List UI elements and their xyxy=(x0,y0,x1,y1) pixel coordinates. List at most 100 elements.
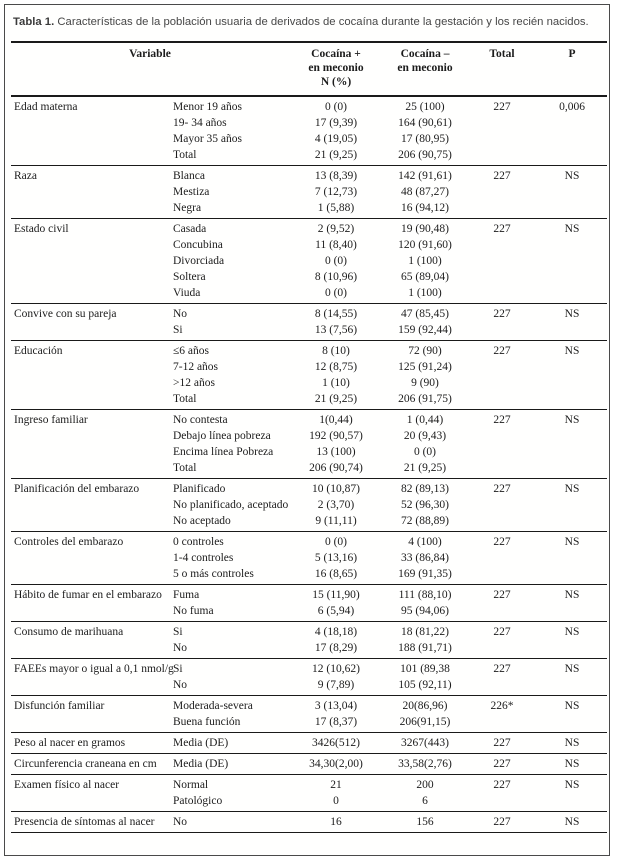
cell-pos: 3 (13,04) xyxy=(314,699,358,712)
cell-pos: 0 (0) xyxy=(324,286,348,299)
cell-category: 19- 34 años xyxy=(173,116,227,129)
cell-variable: Disfunción familiar xyxy=(14,699,105,712)
table-row: Concubina 11 (8,40) 120 (91,60) xyxy=(11,237,607,253)
table-header: Variable Cocaína + en meconio N (%) Cocaína … xyxy=(11,41,607,96)
cell-neg: 164 (90,61) xyxy=(398,116,452,129)
cell-variable: Estado civil xyxy=(14,222,69,235)
cell-neg: 3267(443) xyxy=(401,736,449,749)
cell-neg: 125 (91,24) xyxy=(398,360,452,373)
cell-pos: 17 (8,29) xyxy=(314,641,358,654)
table-row: 19- 34 años 17 (9,39) 164 (90,61) xyxy=(11,115,607,131)
cell-p xyxy=(537,714,607,733)
cell-neg: 16 (94,12) xyxy=(401,201,449,214)
cell-p xyxy=(537,131,607,147)
variable-group: Presencia de síntomas al nacer No 16 156 227… xyxy=(11,811,607,833)
table-row: Divorciada 0 (0) 1 (100) xyxy=(11,253,607,269)
cell-variable xyxy=(11,322,173,341)
cell-p xyxy=(537,237,607,253)
table-row: Examen físico al nacer Normal 21 200 227 NS xyxy=(11,774,607,793)
table-row: Presencia de síntomas al nacer No 16 156 227… xyxy=(11,811,607,832)
cell-total: 227 xyxy=(493,662,511,675)
cell-neg: 1 (100) xyxy=(408,286,442,299)
cell-pos: 2 (9,52) xyxy=(317,222,355,235)
cell-pos: 17 (8,37) xyxy=(314,715,358,728)
cell-variable xyxy=(11,640,173,659)
cell-category: Fuma xyxy=(173,588,200,601)
cell-p: NS xyxy=(564,662,580,675)
cell-pos: 16 (8,65) xyxy=(314,567,358,580)
cell-total: 227 xyxy=(493,736,511,749)
table-title: Tabla 1. Características de la población… xyxy=(13,14,599,31)
cell-p xyxy=(537,200,607,219)
table-row: 1-4 controles 5 (13,16) 33 (86,84) xyxy=(11,550,607,566)
cell-category: >12 años xyxy=(173,376,215,389)
variable-group: Circunferencia craneana en cm Media (DE) 3… xyxy=(11,753,607,775)
cell-category: No aceptado xyxy=(173,514,231,527)
cell-category: No xyxy=(173,678,188,691)
cell-variable: Peso al nacer en gramos xyxy=(14,736,126,749)
cell-total xyxy=(467,375,537,391)
cell-variable: Planificación del embarazo xyxy=(14,482,140,495)
cell-variable xyxy=(11,147,173,166)
cell-variable xyxy=(11,131,173,147)
table-row: Si 13 (7,56) 159 (92,44) xyxy=(11,322,607,341)
cell-pos: 9 (11,11) xyxy=(315,514,357,527)
cell-pos: 13 (100) xyxy=(316,445,356,458)
cell-pos: 7 (12,73) xyxy=(314,185,358,198)
cell-total xyxy=(467,513,537,532)
cell-variable xyxy=(11,428,173,444)
cell-neg: 169 (91,35) xyxy=(398,567,452,580)
cell-total xyxy=(467,147,537,166)
cell-pos: 16 xyxy=(330,815,342,828)
cell-category: Viuda xyxy=(173,286,201,299)
cell-neg: 33,58(2,76) xyxy=(398,757,452,770)
cell-p xyxy=(537,566,607,585)
cell-total xyxy=(467,200,537,219)
cell-pos: 4 (18,18) xyxy=(314,625,358,638)
cell-p xyxy=(537,285,607,304)
cell-pos: 0 (0) xyxy=(324,535,348,548)
cell-p xyxy=(537,269,607,285)
cell-category: ≤6 años xyxy=(173,344,210,357)
cell-total: 227 xyxy=(493,100,511,113)
variable-group: Controles del embarazo 0 controles 0 (0) 4 … xyxy=(11,531,607,585)
cell-p: NS xyxy=(564,169,580,182)
cell-neg: 19 (90,48) xyxy=(401,222,449,235)
table-row: Negra 1 (5,88) 16 (94,12) xyxy=(11,200,607,219)
variable-group: Examen físico al nacer Normal 21 200 227 NS Pa… xyxy=(11,774,607,812)
cell-variable xyxy=(11,375,173,391)
table-row: >12 años 1 (10) 9 (90) xyxy=(11,375,607,391)
cell-variable xyxy=(11,603,173,622)
cell-total: 227 xyxy=(493,815,511,828)
cell-neg: 1 (0,44) xyxy=(406,413,444,426)
variable-group: FAEEs mayor o igual a 0,1 nmol/g Si 12 (10… xyxy=(11,658,607,696)
cell-variable: Examen físico al nacer xyxy=(14,778,120,791)
cell-category: No xyxy=(173,641,188,654)
cell-total: 227 xyxy=(493,344,511,357)
cell-category: No xyxy=(173,815,188,828)
cell-neg: 101 (89,38 xyxy=(400,662,450,675)
cell-variable xyxy=(11,359,173,375)
cell-pos: 3426(512) xyxy=(312,736,360,749)
column-header-line: Variable xyxy=(129,47,171,60)
table-row: Convive con su pareja No 8 (14,55) 47 (85,4… xyxy=(11,303,607,322)
cell-category: Si xyxy=(173,323,183,336)
cell-variable xyxy=(11,115,173,131)
cell-p xyxy=(537,513,607,532)
cell-p: NS xyxy=(564,222,580,235)
cell-variable xyxy=(11,269,173,285)
table-row: Mayor 35 años 4 (19,05) 17 (80,95) xyxy=(11,131,607,147)
cell-pos: 5 (13,16) xyxy=(314,551,358,564)
cell-neg: 18 (81,22) xyxy=(401,625,449,638)
cell-category: 1-4 controles xyxy=(173,551,234,564)
table-row: Buena función 17 (8,37) 206(91,15) xyxy=(11,714,607,733)
cell-p xyxy=(537,497,607,513)
cell-variable xyxy=(11,793,173,812)
cell-neg: 6 xyxy=(422,794,428,807)
cell-neg: 111 (88,10) xyxy=(398,588,452,601)
cell-variable xyxy=(11,550,173,566)
cell-total xyxy=(467,714,537,733)
cell-total xyxy=(467,253,537,269)
cell-neg: 20 (9,43) xyxy=(403,429,447,442)
table-row: Viuda 0 (0) 1 (100) xyxy=(11,285,607,304)
